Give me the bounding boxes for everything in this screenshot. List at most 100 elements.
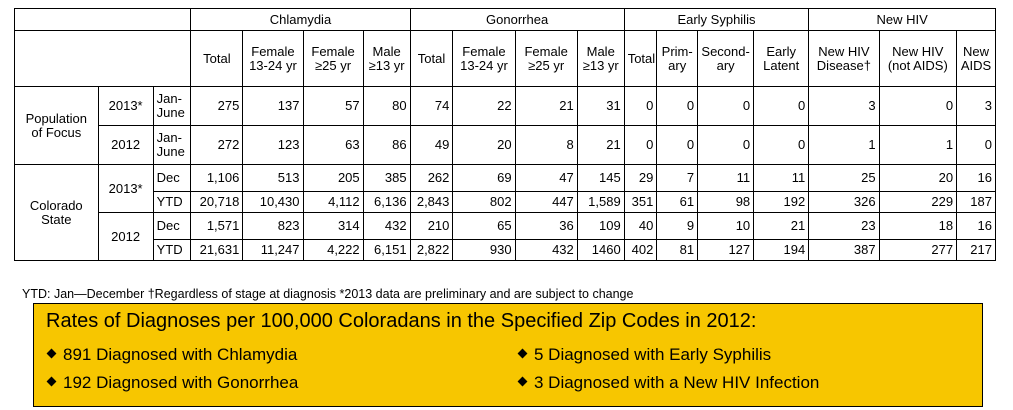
table-cell: 1: [808, 125, 880, 165]
table-cell: 192: [753, 191, 810, 213]
table-cell: 23: [808, 212, 880, 240]
year-label: 2013*: [97, 164, 154, 213]
col-header-chl-total: Total: [190, 30, 244, 87]
group-header-row: Chlamydia Gonorrhea Early Syphilis New H…: [13, 8, 996, 31]
table-cell: 0: [956, 125, 996, 165]
table-cell: 4,222: [302, 239, 364, 261]
new-hiv-header: New HIV: [808, 8, 996, 31]
table-cell: 69: [452, 164, 516, 192]
table-cell: 1460: [576, 239, 625, 261]
col-header-text: (not AIDS): [887, 57, 948, 73]
period-label: Dec: [152, 164, 192, 192]
rate-item-hiv: 3 Diagnosed with a New HIV Infection: [517, 373, 819, 393]
period-label: Dec: [152, 212, 192, 240]
period-label: YTD: [152, 191, 192, 213]
col-header-chl-f25: Female ≥25 yr: [302, 30, 364, 87]
table-cell: 81: [656, 239, 699, 261]
table-cell: 351: [623, 191, 658, 213]
table-cell: 21: [514, 86, 578, 126]
col-header-text: Prim-: [661, 43, 693, 59]
table-cell: 40: [623, 212, 658, 240]
table-cell: 385: [362, 164, 411, 192]
table-cell: 802: [452, 191, 516, 213]
table-cell: 11,247: [242, 239, 304, 261]
clipped-top-edge: [0, 0, 1013, 6]
table-row: YTD 21,631 11,247 4,222 6,151 2,822 930 432 146…: [15, 239, 996, 261]
table-cell: 36: [514, 212, 578, 240]
table-cell: 187: [956, 191, 996, 213]
col-header-chl-f1324: Female 13-24 yr: [242, 30, 304, 87]
table-cell: 127: [697, 239, 755, 261]
col-header-hiv-aids: New AIDS: [956, 30, 996, 87]
table-cell: 16: [956, 212, 996, 240]
diamond-bullet-icon: [517, 376, 528, 387]
col-header-text: ary: [668, 57, 687, 73]
col-header-text: Female: [462, 43, 506, 59]
table-row: YTD 20,718 10,430 4,112 6,136 2,843 802 447 1,5…: [15, 191, 996, 213]
year-label: 2013*: [97, 86, 154, 126]
col-header-text: ≥13 yr: [368, 57, 405, 73]
table-cell: 1,106: [190, 164, 244, 192]
table-cell: 194: [753, 239, 810, 261]
table-cell: 63: [302, 125, 364, 165]
table-cell: 272: [190, 125, 244, 165]
period-label: Jan- June: [152, 125, 192, 165]
rate-item-syphilis: 5 Diagnosed with Early Syphilis: [517, 345, 772, 365]
table-cell: 29: [623, 164, 658, 192]
col-header-text: 13-24 yr: [249, 57, 297, 73]
col-header-syp-primary: Prim-ary: [656, 30, 699, 87]
rates-callout-box: Rates of Diagnoses per 100,000 Coloradan…: [33, 303, 983, 407]
table-cell: 74: [409, 86, 454, 126]
table-cell: 277: [878, 239, 958, 261]
table-cell: 0: [656, 125, 699, 165]
table-cell: 432: [514, 239, 578, 261]
column-header-row: Total Female 13-24 yr Female ≥25 yr Male ≥1…: [13, 30, 996, 87]
col-header-text: AIDS: [960, 57, 992, 73]
rate-item-text: 192 Diagnosed with Gonorrhea: [63, 373, 299, 392]
table-cell: 20: [452, 125, 516, 165]
col-header-text: Female: [251, 43, 295, 59]
col-header-text: New HIV: [818, 43, 870, 59]
table-row: Population of Focus 2013* Jan- June 275 137…: [14, 86, 996, 165]
rate-item-text: 891 Diagnosed with Chlamydia: [63, 345, 298, 364]
table-cell: 930: [452, 239, 516, 261]
table-cell: 1,589: [576, 191, 625, 213]
table-cell: 123: [242, 125, 304, 165]
period-text: June: [156, 105, 185, 120]
table-cell: 10,430: [242, 191, 304, 213]
table-cell: 20: [878, 164, 958, 192]
col-header-gon-f25: Female ≥25 yr: [514, 30, 578, 87]
table-cell: 21: [753, 212, 810, 240]
corner-cell-2: [13, 30, 192, 87]
table-cell: 21: [576, 125, 625, 165]
table-cell: 275: [190, 86, 244, 126]
table-cell: 1,571: [190, 212, 244, 240]
rate-item-text: 5 Diagnosed with Early Syphilis: [534, 345, 772, 364]
col-header-chl-m13: Male ≥13 yr: [362, 30, 411, 87]
col-header-text: Disease†: [816, 57, 871, 73]
rate-item-gonorrhea: 192 Diagnosed with Gonorrhea: [46, 373, 299, 393]
table-cell: 9: [656, 212, 699, 240]
table-cell: 65: [452, 212, 516, 240]
table-cell: 137: [242, 86, 304, 126]
period-text: June: [156, 144, 185, 159]
col-header-gon-f1324: Female 13-24 yr: [452, 30, 516, 87]
corner-cell: [13, 8, 192, 31]
table-cell: 1: [878, 125, 958, 165]
table-cell: 2,822: [409, 239, 454, 261]
period-label: YTD: [152, 239, 192, 261]
diamond-bullet-icon: [517, 348, 528, 359]
table-cell: 3: [808, 86, 880, 126]
col-header-text: New HIV: [892, 43, 944, 59]
table-cell: 6,151: [362, 239, 411, 261]
table-cell: 18: [878, 212, 958, 240]
col-header-text: Female: [311, 43, 355, 59]
table-row: 2012 Dec 1,571 823 314 432 210 65 36 109 40 9 10 21…: [15, 212, 996, 261]
table-cell: 61: [656, 191, 699, 213]
year-label: 2012: [97, 212, 154, 261]
col-header-hiv-disease: New HIV Disease†: [808, 30, 880, 87]
col-header-syp-early-latent: Early Latent: [753, 30, 810, 87]
col-header-hiv-not-aids: New HIV (not AIDS): [878, 30, 958, 87]
table-cell: 0: [623, 86, 658, 126]
row-label-text: Colorado: [29, 197, 83, 213]
